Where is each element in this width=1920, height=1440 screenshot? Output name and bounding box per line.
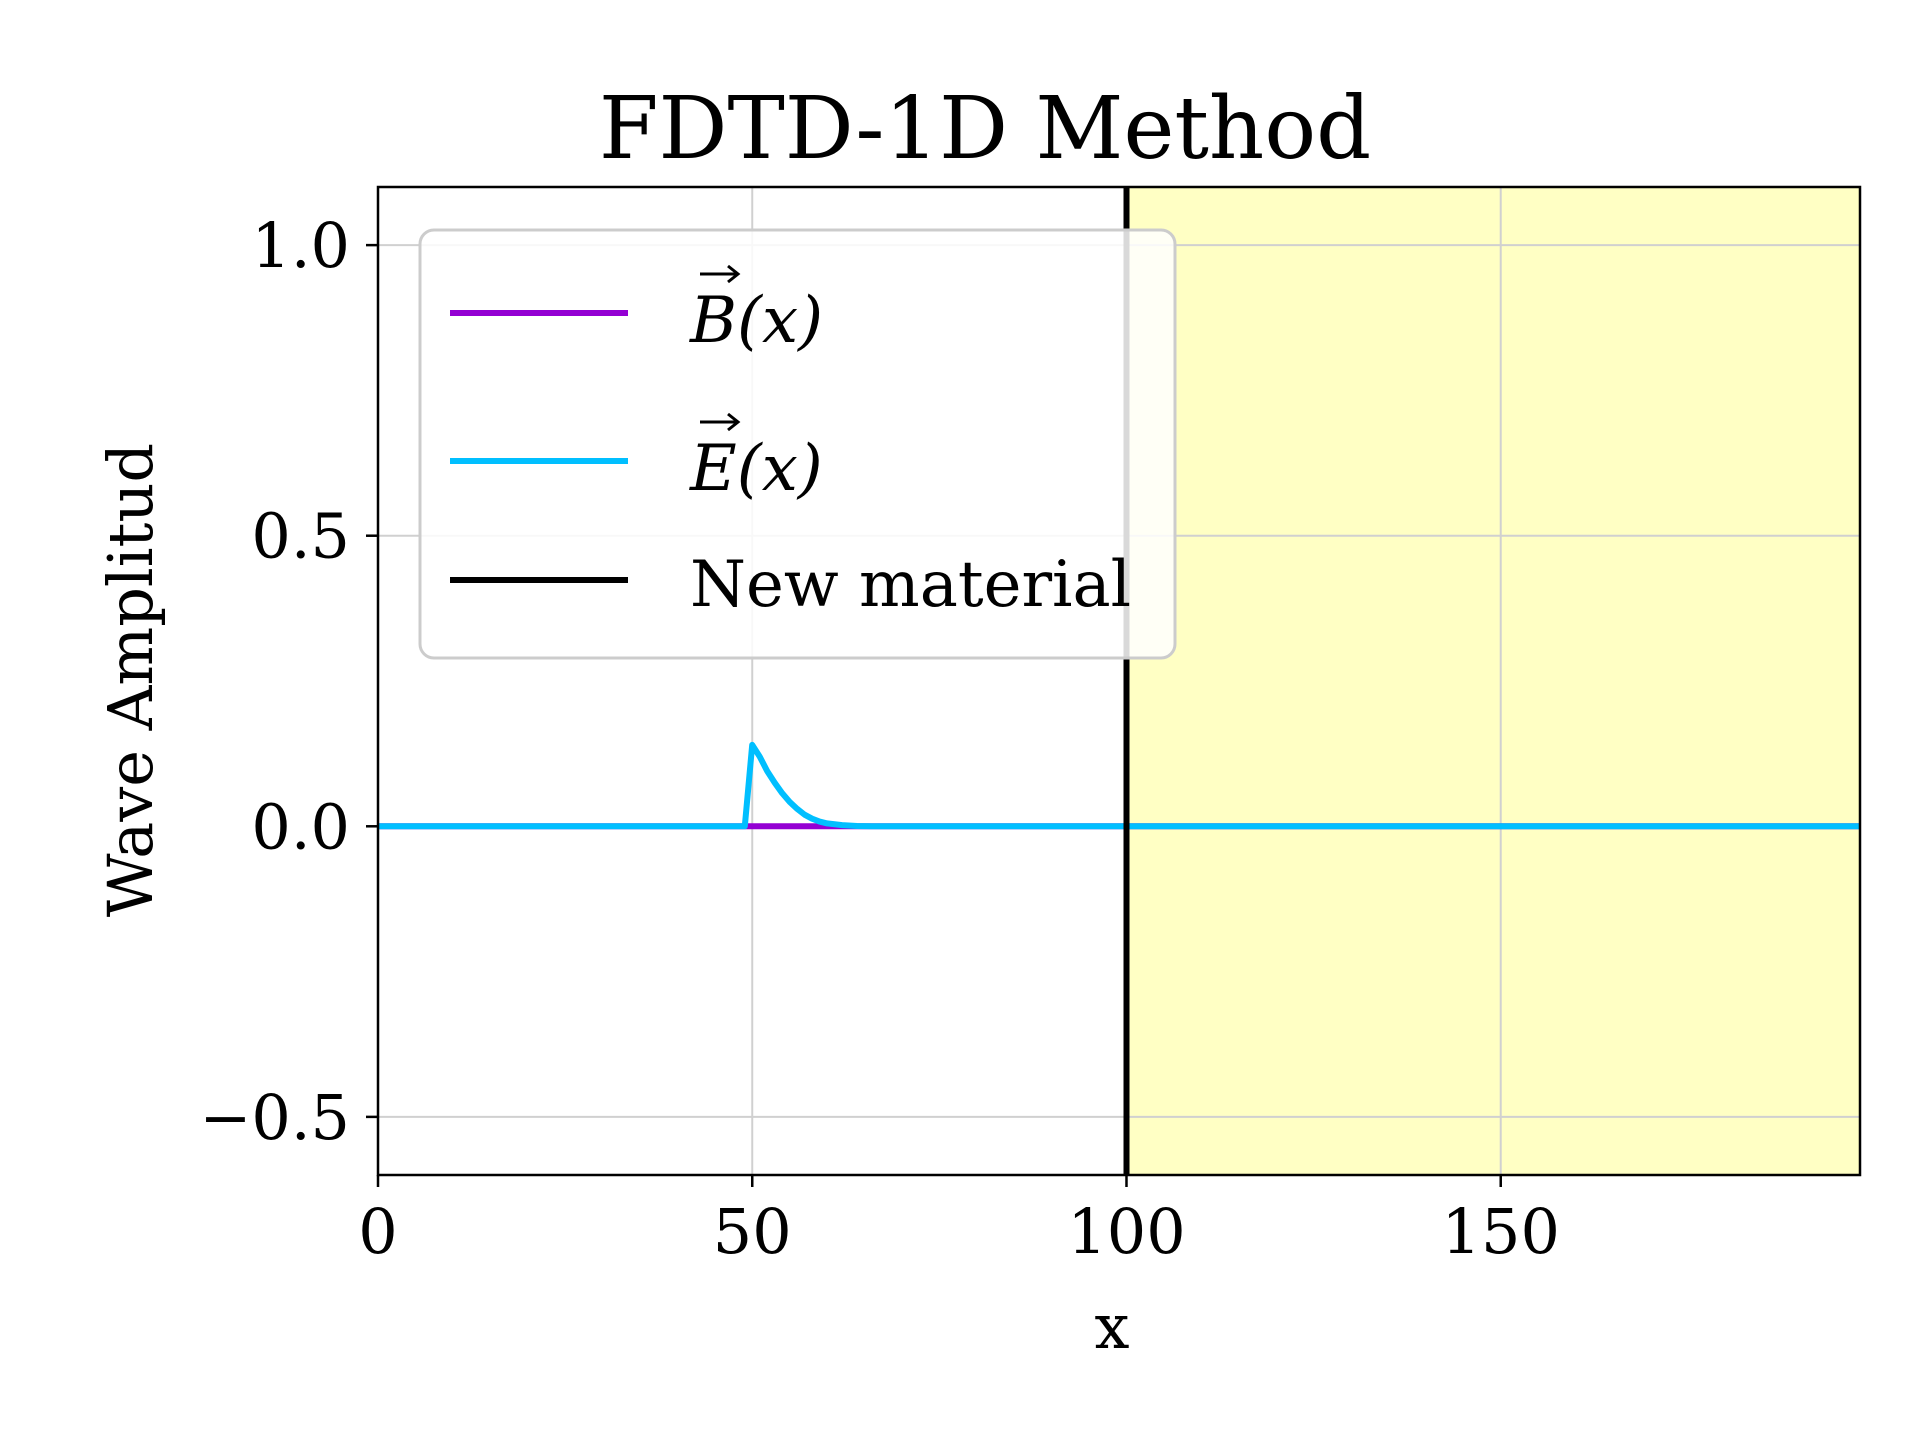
- x-tick-label: 0: [358, 1195, 397, 1268]
- y-tick-label: 1.0: [251, 209, 350, 282]
- tick-layer: 0 50 100 150 −0.5 0.0 0.5 1.0: [199, 209, 1559, 1268]
- vector-arrowhead-e-icon: [727, 412, 741, 432]
- x-tick-label: 150: [1442, 1195, 1560, 1268]
- x-axis-label: x: [1095, 1290, 1130, 1363]
- x-tick-label: 50: [713, 1195, 792, 1268]
- y-tick-label: −0.5: [199, 1081, 350, 1154]
- material-region: [1126, 187, 1860, 1175]
- y-tick-label: 0.0: [251, 790, 350, 863]
- y-axis-label: Wave Amplitud: [94, 443, 167, 917]
- legend-label-material: New material: [690, 548, 1131, 622]
- legend-label-e: E(x): [689, 432, 823, 506]
- material-region-layer: [1126, 187, 1860, 1175]
- legend-label-b: B(x): [689, 284, 823, 358]
- legend: B(x) E(x) New material: [418, 228, 1177, 660]
- legend-label-e-text: E(x): [689, 432, 823, 506]
- legend-entry-e: E(x): [689, 412, 823, 506]
- legend-box: [418, 228, 1177, 660]
- x-tick-label: 100: [1067, 1195, 1185, 1268]
- chart-title: FDTD-1D Method: [599, 79, 1371, 179]
- y-tick-label: 0.5: [251, 500, 350, 573]
- legend-label-b-text: B(x): [689, 284, 823, 358]
- vector-arrowhead-b-icon: [727, 264, 741, 284]
- legend-entry-b: B(x): [689, 264, 823, 358]
- plot-frame: [376, 185, 1862, 1177]
- series-e-line: [378, 741, 1860, 830]
